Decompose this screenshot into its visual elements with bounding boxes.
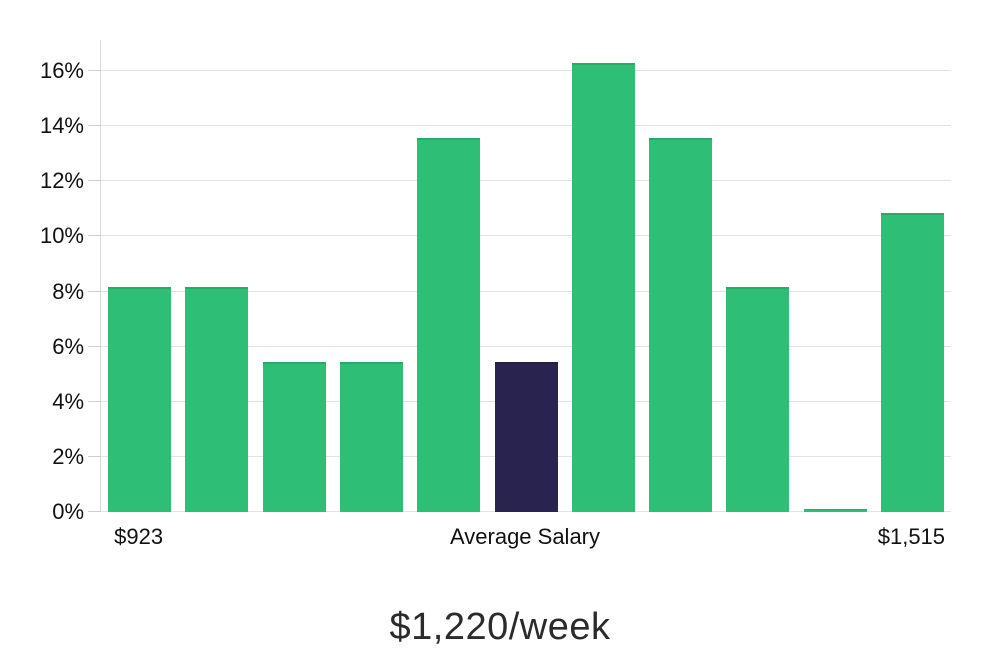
y-tick-label: 2% xyxy=(52,443,84,469)
y-axis-tickmark xyxy=(88,70,101,72)
y-axis-tickmark xyxy=(88,125,101,127)
x-tick-label: Average Salary xyxy=(449,524,601,549)
y-axis-tickmark xyxy=(88,290,101,292)
y-axis-tickmark xyxy=(88,400,101,402)
chart-title-average-weekly-salary: $1,220/week xyxy=(389,606,611,648)
y-tick-label: 16% xyxy=(39,58,84,84)
gridline xyxy=(101,70,951,72)
y-axis-tickmark xyxy=(88,511,101,512)
histogram-bar xyxy=(880,212,944,512)
histogram-bar xyxy=(571,62,635,512)
histogram-bar xyxy=(185,287,249,512)
histogram-bar xyxy=(726,287,790,512)
histogram-bar xyxy=(340,362,403,512)
histogram-bar xyxy=(803,509,867,512)
y-axis-tick-labels: 0% 2% 4% 6% 8% 10% 12% 14% 16% xyxy=(0,0,84,660)
y-tick-label: 0% xyxy=(52,499,84,524)
y-axis-tickmark xyxy=(88,455,101,457)
plot-area xyxy=(88,40,951,512)
gridline xyxy=(101,345,951,347)
gridline xyxy=(101,235,951,237)
y-tick-label: 6% xyxy=(52,333,84,359)
y-tick-label: 4% xyxy=(52,388,84,414)
y-axis-tickmark xyxy=(88,345,101,347)
y-tick-label: 10% xyxy=(39,223,84,249)
y-tick-label: 8% xyxy=(52,278,84,304)
y-axis-tickmark xyxy=(88,180,101,182)
gridline xyxy=(101,125,951,127)
histogram-bar xyxy=(108,287,172,512)
y-tick-label: 12% xyxy=(39,168,84,194)
histogram-bar-average-salary-highlighted xyxy=(494,362,558,512)
x-tick-label: $923 xyxy=(114,524,164,549)
y-tick-label: 14% xyxy=(39,113,84,139)
histogram-bar xyxy=(417,137,481,512)
histogram-bar xyxy=(262,362,326,512)
gridline xyxy=(101,180,951,182)
y-axis-tickmark xyxy=(88,235,101,237)
gridline xyxy=(101,290,951,292)
histogram-bar xyxy=(649,137,712,512)
x-tick-label: $1,515 xyxy=(877,524,946,549)
